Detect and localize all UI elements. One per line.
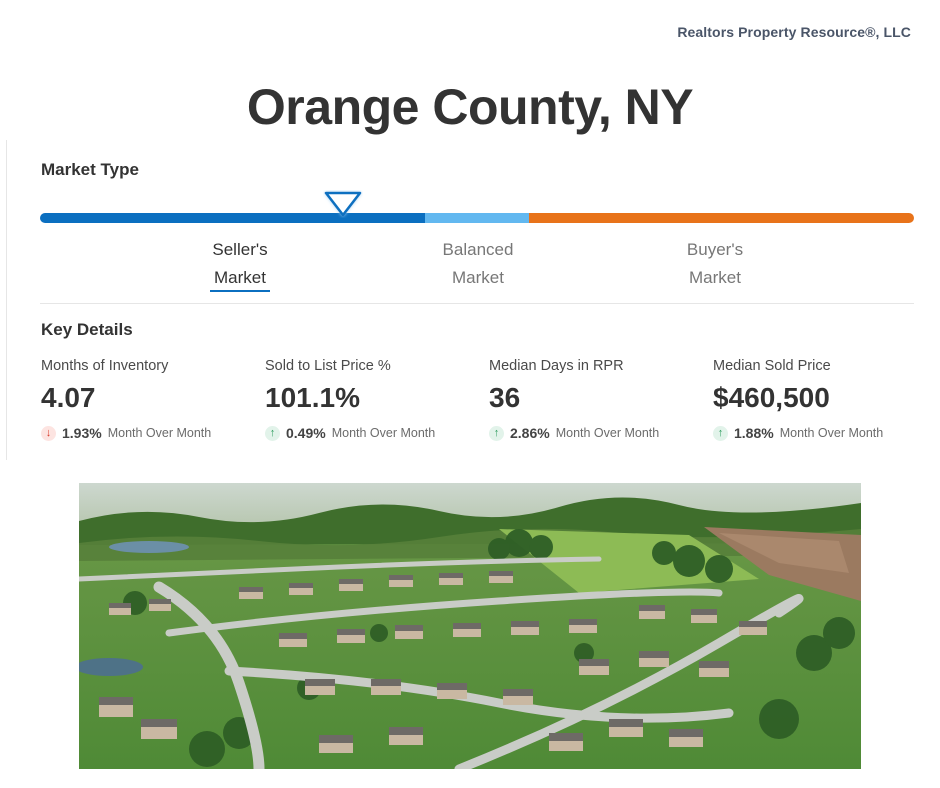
metric-change-percent: 2.86% [510,425,550,441]
seller-segment [40,213,425,223]
metric-change-period: Month Over Month [555,426,660,440]
arrow-up-icon: ↑ [713,425,728,441]
buyer-market-label[interactable]: Buyer's Market [635,236,795,292]
page-title: Orange County, NY [246,79,694,135]
metric-value: 36 [489,382,521,413]
section-divider [40,303,914,304]
metric-median-sold-price: Median Sold Price $460,500 ↑ 1.88% Month… [713,356,933,442]
market-type-heading: Market Type [41,160,139,179]
metric-value: 101.1% [265,382,360,413]
metric-label: Sold to List Price % [265,358,391,374]
arrow-down-icon: ↓ [41,425,56,441]
metric-value: 4.07 [41,382,96,413]
arrow-up-icon: ↑ [265,425,280,441]
metric-change-percent: 0.49% [286,425,326,441]
metric-change: ↑ 2.86% Month Over Month [489,424,709,442]
balanced-market-line1: Balanced [442,240,514,259]
active-underline [210,290,270,292]
metric-sold-to-list: Sold to List Price % 101.1% ↑ 0.49% Mont… [265,356,485,442]
metric-median-days: Median Days in RPR 36 ↑ 2.86% Month Over… [489,356,709,442]
metric-change: ↑ 0.49% Month Over Month [265,424,485,442]
left-rule [6,140,7,460]
arrow-up-icon: ↑ [489,425,504,441]
balanced-market-line2: Market [452,268,504,287]
aerial-photo-illustration [79,483,861,769]
key-details-heading: Key Details [41,320,133,339]
metric-change-period: Month Over Month [107,426,212,440]
seller-market-label[interactable]: Seller's Market [160,236,320,292]
seller-market-line2: Market [214,268,266,287]
buyer-market-line1: Buyer's [686,240,744,259]
metric-months-of-inventory: Months of Inventory 4.07 ↓ 1.93% Month O… [41,356,261,442]
metric-change-period: Month Over Month [779,426,884,440]
metric-label: Median Sold Price [713,358,831,374]
metric-change-percent: 1.88% [734,425,774,441]
metric-label: Median Days in RPR [489,358,624,374]
brand-name: Realtors Property Resource®, LLC [677,24,911,40]
metric-change-percent: 1.93% [62,425,102,441]
buyer-segment [529,213,914,223]
metric-change: ↑ 1.88% Month Over Month [713,424,933,442]
seller-market-line1: Seller's [212,240,268,259]
metric-label: Months of Inventory [41,358,169,374]
neighborhood-aerial-photo [79,483,861,769]
buyer-market-line2: Market [689,268,741,287]
balanced-segment [425,213,529,223]
market-indicator-icon [324,191,362,217]
market-type-bar [40,213,914,223]
metric-change: ↓ 1.93% Month Over Month [41,424,261,442]
metric-value: $460,500 [713,382,830,413]
metric-change-period: Month Over Month [331,426,436,440]
balanced-market-label[interactable]: Balanced Market [398,236,558,292]
